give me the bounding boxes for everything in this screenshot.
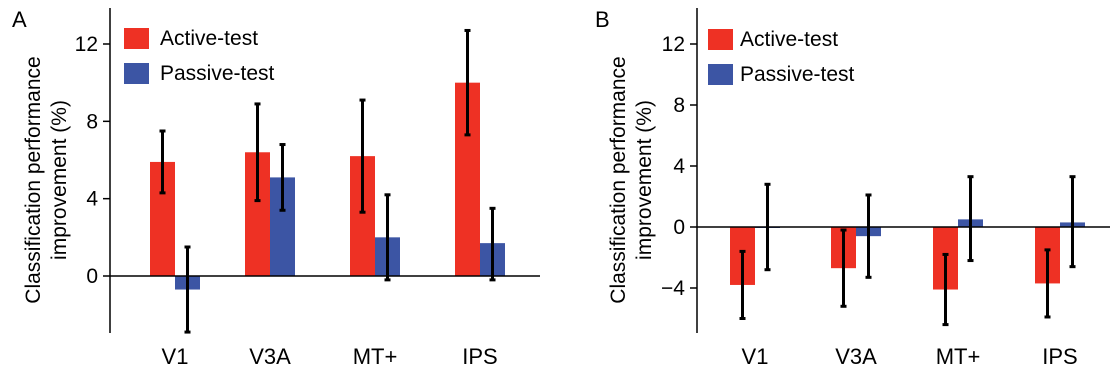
panel-letter: B — [595, 7, 610, 32]
legend-label: Active-test — [160, 27, 258, 50]
y-tick-label: 4 — [673, 155, 685, 178]
panel-letter: A — [12, 7, 27, 32]
y-axis-title: Classification performance improvement (%… — [22, 56, 71, 303]
y-axis-title-line: Classification performance — [607, 56, 630, 303]
y-tick-label: 0 — [86, 265, 98, 288]
y-tick-label: 8 — [673, 94, 685, 117]
x-tick-label: V1 — [742, 344, 769, 369]
x-tick-label: IPS — [1042, 344, 1077, 369]
y-tick-label: −4 — [661, 277, 685, 300]
y-tick-label: 8 — [86, 110, 98, 133]
legend-swatch — [124, 28, 149, 49]
x-tick-label: V3A — [249, 344, 291, 369]
x-tick-label: V1 — [162, 344, 189, 369]
legend-swatch — [708, 29, 733, 50]
x-tick-label: MT+ — [936, 344, 981, 369]
legend-swatch — [708, 64, 733, 85]
y-axis-title-line: improvement (%) — [48, 100, 71, 260]
legend-label: Active-test — [740, 28, 838, 51]
legend-label: Passive-test — [740, 63, 855, 86]
legend-label: Passive-test — [160, 62, 275, 85]
y-axis-title-line: Classification performance — [22, 56, 45, 303]
y-tick-label: 12 — [75, 33, 98, 56]
y-tick-label: 4 — [86, 188, 98, 211]
x-tick-label: V3A — [835, 344, 877, 369]
x-tick-label: IPS — [462, 344, 497, 369]
y-tick-label: 12 — [662, 33, 685, 56]
x-tick-label: MT+ — [353, 344, 398, 369]
y-tick-label: 0 — [673, 216, 685, 239]
legend-swatch — [124, 63, 149, 84]
y-axis-title-line: improvement (%) — [633, 100, 656, 260]
y-axis-title: Classification performance improvement (%… — [607, 56, 656, 303]
